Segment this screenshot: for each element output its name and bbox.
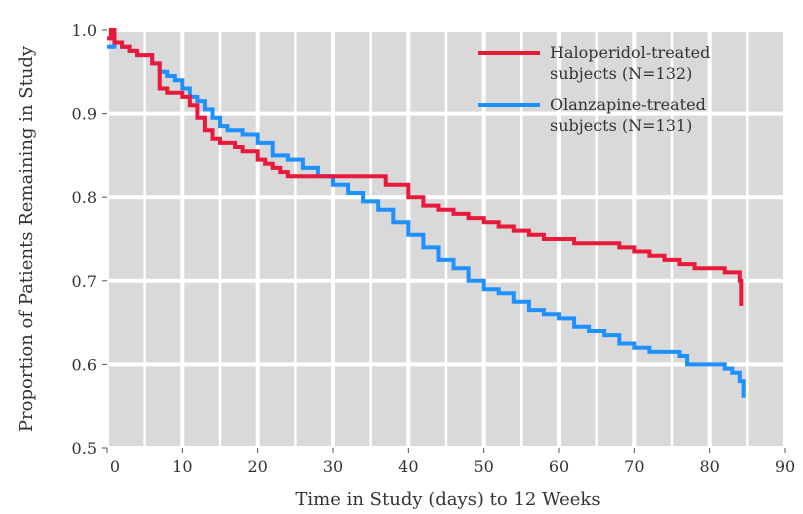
- x-tick-label: 50: [473, 457, 493, 476]
- x-tick-label: 60: [549, 457, 569, 476]
- legend-label: subjects (N=132): [550, 64, 692, 83]
- x-tick-label: 90: [775, 457, 795, 476]
- legend-label: subjects (N=131): [550, 116, 692, 135]
- x-tick-label: 80: [699, 457, 719, 476]
- y-axis-title: Proportion of Patients Remaining in Stud…: [16, 45, 37, 432]
- y-tick-label: 0.7: [72, 272, 97, 291]
- y-tick-label: 0.8: [72, 188, 97, 207]
- x-tick-label: 10: [172, 457, 192, 476]
- y-tick-label: 0.5: [72, 439, 97, 458]
- x-tick-label: 0: [110, 457, 120, 476]
- x-tick-label: 30: [323, 457, 343, 476]
- x-axis-title: Time in Study (days) to 12 Weeks: [295, 489, 600, 510]
- legend: Haloperidol-treated subjects (N=132) Olanz…: [478, 43, 710, 135]
- x-tick-label: 40: [398, 457, 418, 476]
- x-tick-label: 20: [247, 457, 267, 476]
- y-tick-label: 1.0: [72, 21, 97, 40]
- series-line-olanzapine: [107, 40, 746, 398]
- legend-label: Olanzapine-treated: [550, 95, 706, 114]
- grid-lines: [105, 28, 787, 450]
- axes: 0 10 20 30 40 50 60 70 80 90 0.5 0.6 0.7 0.8 0.9 1.0 Tim…: [16, 21, 795, 510]
- x-tick-label: 70: [624, 457, 644, 476]
- series-layer: [107, 28, 746, 398]
- y-tick-label: 0.6: [72, 355, 97, 374]
- legend-label: Haloperidol-treated: [550, 43, 710, 62]
- y-tick-label: 0.9: [72, 105, 97, 124]
- series-line-haloperidol: [107, 28, 744, 306]
